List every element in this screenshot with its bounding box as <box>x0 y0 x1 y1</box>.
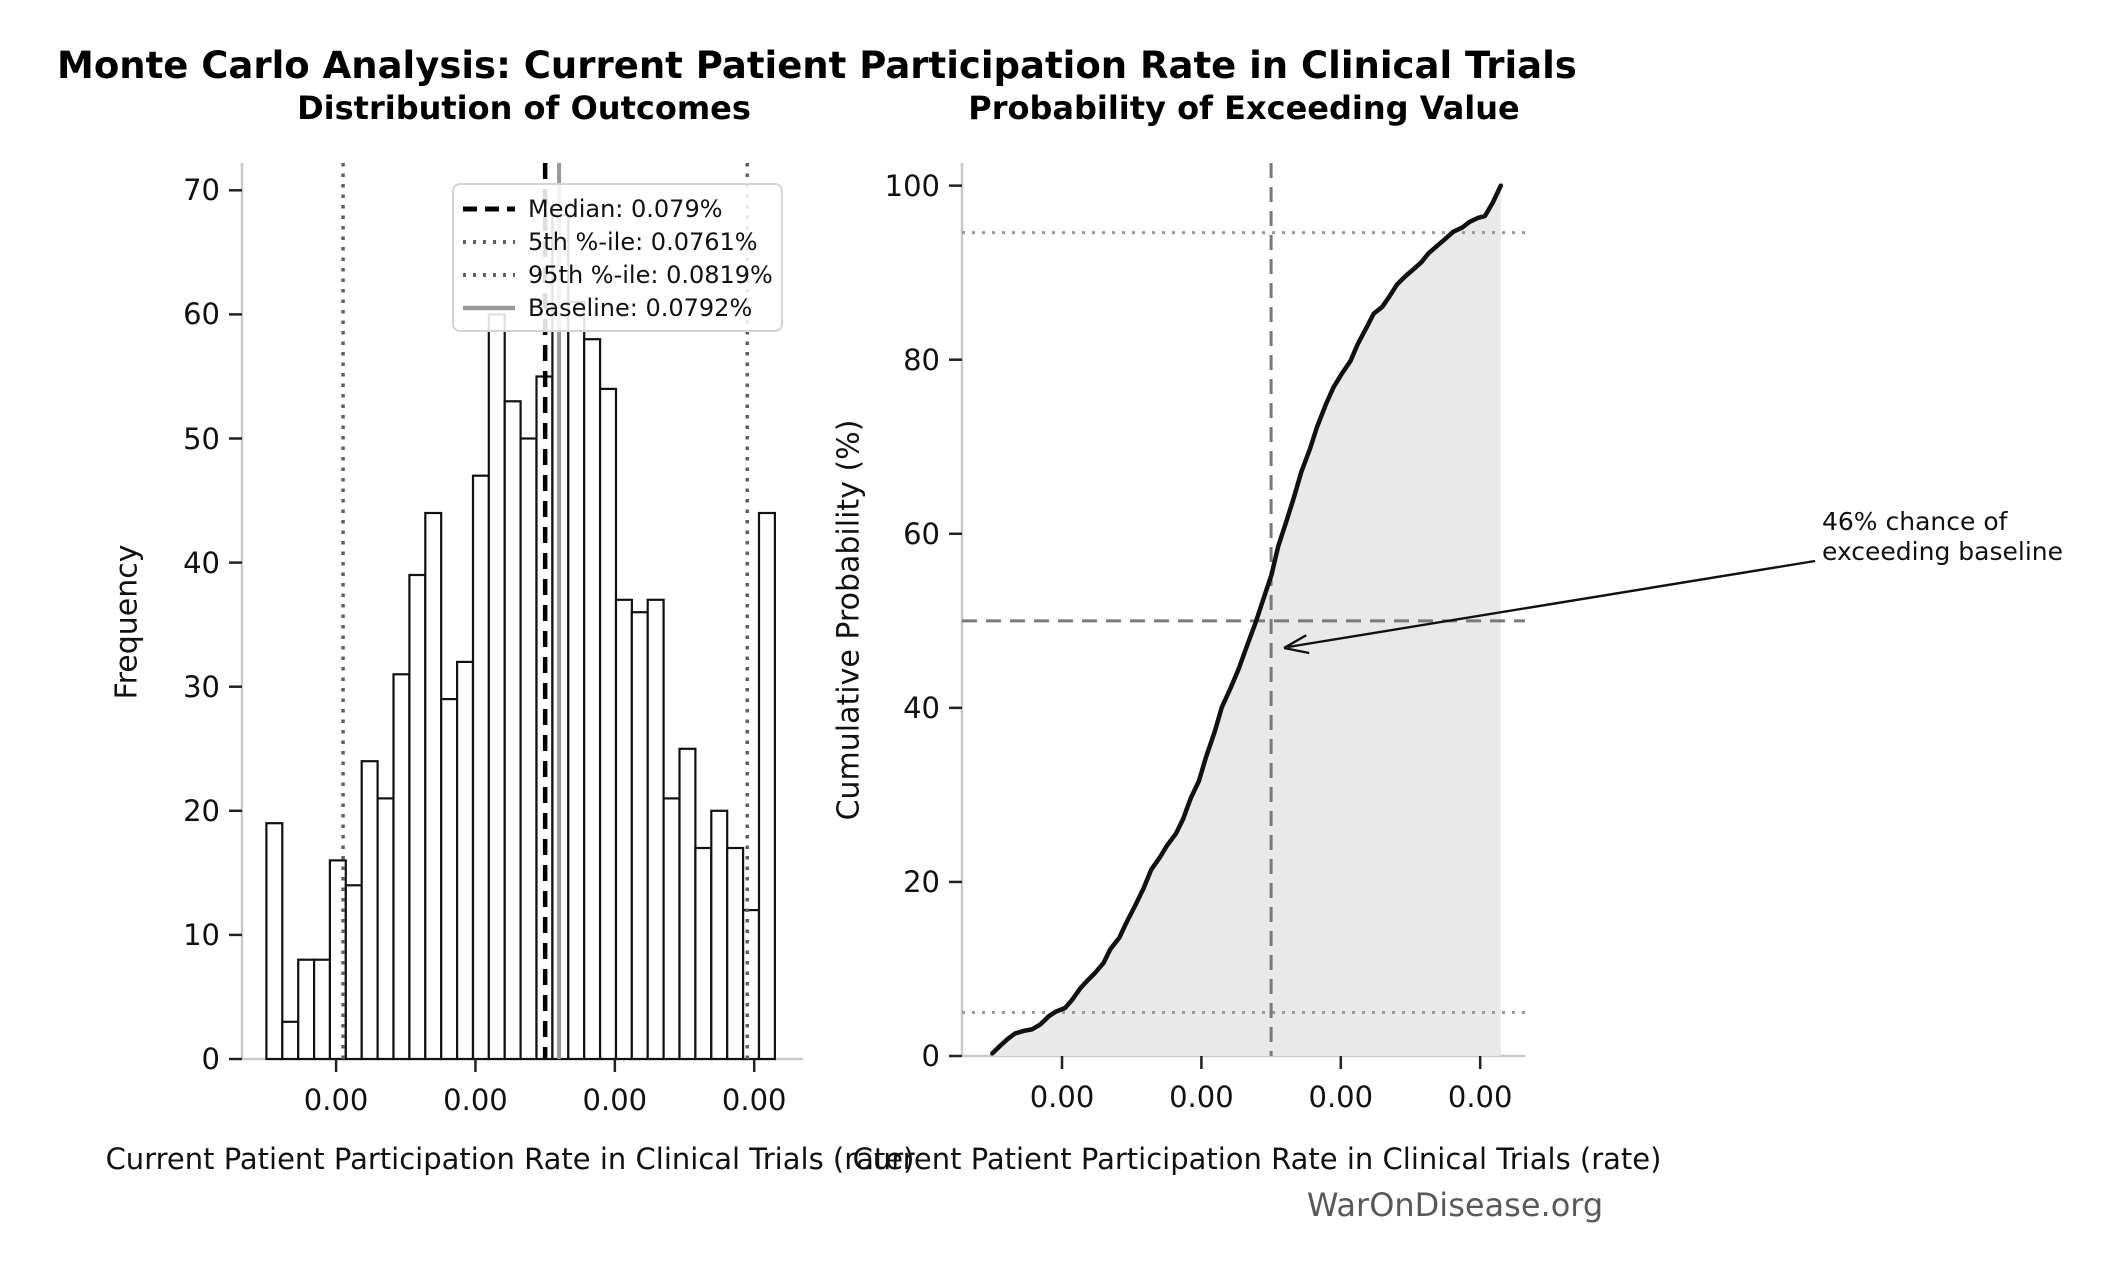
right-y-tick-label: 80 <box>903 342 940 377</box>
histogram-bar <box>376 797 395 1061</box>
histogram-bar <box>313 958 332 1061</box>
left-y-tick-label: 30 <box>183 669 220 704</box>
right-y-tick-label: 40 <box>903 690 940 725</box>
right-y-tick-label: 0 <box>921 1039 940 1073</box>
annotation-line-2: exceeding baseline <box>1822 537 2063 566</box>
annotation-line-1: 46% chance of <box>1822 507 2008 536</box>
histogram-bar <box>726 846 745 1061</box>
figure-title: Monte Carlo Analysis: Current Patient Pa… <box>57 44 1577 87</box>
left-x-tick-label: 0.00 <box>303 1083 369 1117</box>
watermark: WarOnDisease.org <box>1306 1186 1604 1224</box>
annotation-arrow <box>1287 559 1816 649</box>
legend-entry: Baseline: 0.0792% <box>462 291 771 324</box>
histogram-bar <box>392 673 411 1061</box>
histogram-bar <box>741 908 761 1061</box>
histogram-bar <box>757 511 776 1061</box>
histogram-bar <box>503 400 522 1061</box>
right-y-tick-label: 60 <box>903 516 940 551</box>
legend-line-sample <box>463 305 515 310</box>
right-x-tick-label: 0.00 <box>1169 1080 1234 1114</box>
histogram-bar <box>598 387 618 1061</box>
legend-label: Median: 0.079% <box>528 195 723 224</box>
histogram-bar <box>710 809 729 1061</box>
legend: Median: 0.079% 5th %-ile: 0.0761% 95th %… <box>452 183 783 332</box>
right-y-tick-label: 20 <box>903 864 940 899</box>
histogram-bar <box>630 611 649 1061</box>
histogram-bar <box>567 300 586 1061</box>
legend-label: 5th %-ile: 0.0761% <box>528 228 758 257</box>
left-y-tick-label: 40 <box>183 545 220 580</box>
histogram-bar <box>614 598 633 1061</box>
histogram-bar <box>344 884 363 1061</box>
legend-entry: 95th %-ile: 0.0819% <box>462 259 773 292</box>
legend-line-sample <box>463 206 515 212</box>
histogram-bar <box>487 313 506 1061</box>
left-x-tick-label: 0.00 <box>582 1083 648 1117</box>
left-y-tick-label: 70 <box>183 173 220 208</box>
annotation-text: 46% chance of exceeding baseline <box>1822 507 2063 567</box>
histogram-bar <box>694 846 713 1061</box>
left-y-tick-label: 60 <box>183 297 220 332</box>
legend-label: 95th %-ile: 0.0819% <box>528 260 773 289</box>
histogram-bar <box>519 437 538 1061</box>
histogram-bar <box>456 660 475 1061</box>
right-x-axis-label: Current Patient Participation Rate in Cl… <box>852 1142 1662 1176</box>
right-x-tick-label: 0.00 <box>1447 1080 1513 1114</box>
left-plot-title: Distribution of Outcomes <box>297 89 751 127</box>
right-x-tick-label: 0.00 <box>1029 1080 1095 1114</box>
left-x-axis-label: Current Patient Participation Rate in Cl… <box>105 1142 915 1176</box>
legend-entry: 5th %-ile: 0.0761% <box>462 226 771 259</box>
left-x-tick-label: 0.00 <box>721 1083 787 1117</box>
histogram-bar <box>471 474 490 1061</box>
right-y-axis-label: Cumulative Probability (%) <box>831 419 867 821</box>
histogram-bar <box>424 511 443 1061</box>
histogram-bar <box>408 573 427 1061</box>
right-plot-title: Probability of Exceeding Value <box>968 89 1520 127</box>
left-x-tick-label: 0.00 <box>443 1083 508 1117</box>
legend-entry: Median: 0.079% <box>462 193 771 226</box>
histogram-bar <box>265 822 284 1061</box>
left-y-tick-label: 10 <box>183 917 220 952</box>
left-y-tick-label: 50 <box>183 421 220 456</box>
left-y-axis-label: Frequency <box>109 544 145 700</box>
histogram-bar <box>297 958 316 1061</box>
histogram-bar <box>583 338 602 1061</box>
histogram-bar <box>360 760 379 1061</box>
histogram-bar <box>678 747 697 1061</box>
histogram-bar <box>281 1020 300 1061</box>
histogram-bar <box>662 797 681 1061</box>
cdf-curve <box>990 183 1504 1056</box>
legend-label: Baseline: 0.0792% <box>528 293 753 322</box>
legend-line-sample <box>463 240 515 245</box>
left-y-tick-label: 20 <box>183 793 220 828</box>
legend-line-sample <box>463 272 515 277</box>
histogram-bar <box>646 598 665 1061</box>
left-y-tick-label: 0 <box>201 1042 220 1076</box>
cdf-shaded-area <box>992 185 1501 1057</box>
right-y-tick-label: 100 <box>884 168 940 203</box>
annotation-arrowhead <box>1283 646 1310 655</box>
histogram-bar <box>440 697 459 1061</box>
annotation-arrowhead <box>1283 634 1307 650</box>
right-x-tick-label: 0.00 <box>1308 1080 1374 1114</box>
